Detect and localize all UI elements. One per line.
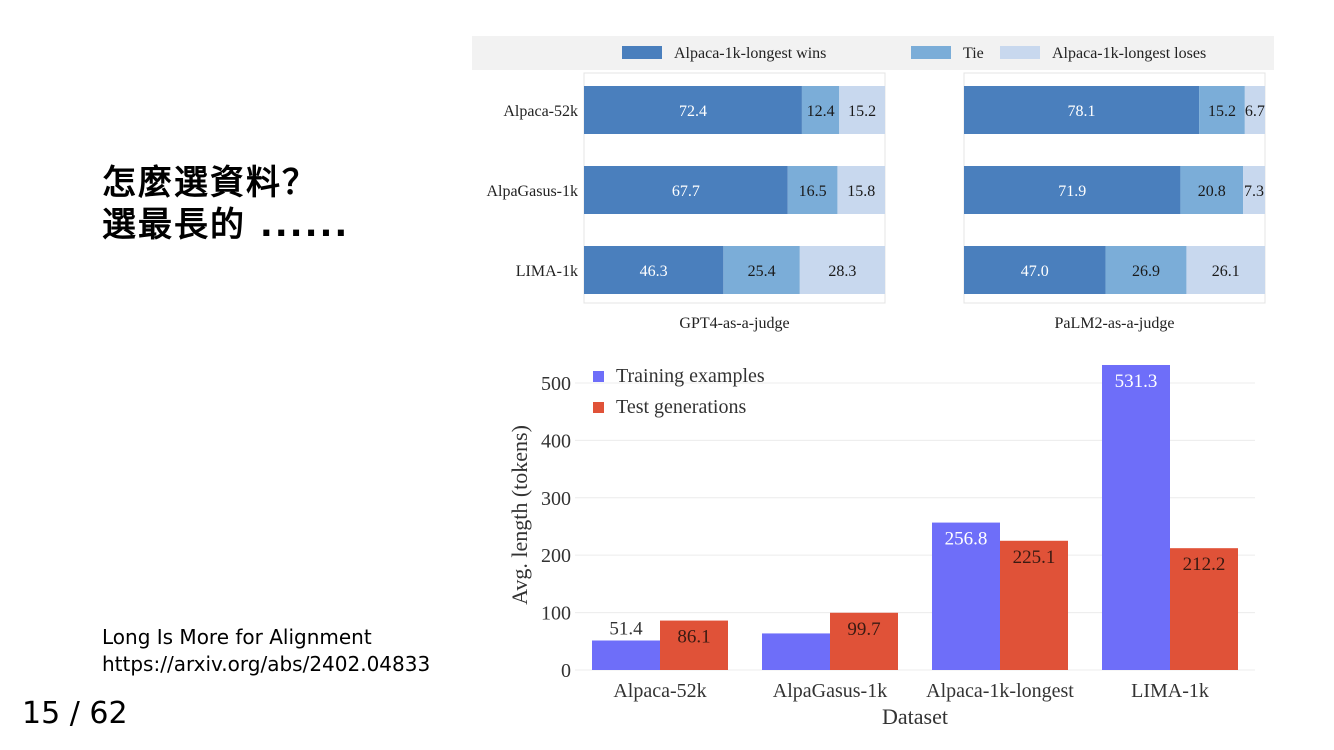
- bar-gpt4-as-a-judge-lima-1k-alpaca-1k-longest-loses: [799, 246, 885, 294]
- slide-title-line-1: 怎麼選資料？: [102, 163, 318, 203]
- legend-swatch-training-examples: [593, 371, 604, 382]
- bar-palm2-as-a-judge-alpaca-52k-alpaca-1k-longest-loses: [1244, 86, 1265, 134]
- y-tick-label-200: 200: [541, 545, 571, 567]
- bar-alpaca-1k-longest-test-generations: [1000, 540, 1068, 670]
- data-label-palm2-as-a-judge-alpagasus-1k-alpaca-1k-longest-wins: 71.9: [1058, 183, 1086, 200]
- bar-gpt4-as-a-judge-alpagasus-1k-alpaca-1k-longest-wins: [584, 166, 788, 214]
- data-label-gpt4-as-a-judge-alpaca-52k-tie: 12.4: [807, 103, 835, 120]
- paper-citation: Long Is More for Alignment https://arxiv…: [102, 624, 430, 678]
- y-tick-label-400: 400: [541, 430, 571, 452]
- data-label-lima-1k-training-examples: 531.3: [1115, 371, 1158, 392]
- slide-title-line-2: 選最長的 ......: [102, 205, 350, 245]
- data-label-alpaca-52k-training-examples: 51.4: [609, 618, 643, 639]
- data-label-palm2-as-a-judge-alpaca-52k-tie: 15.2: [1208, 103, 1236, 120]
- x-axis-label-palm2-as-a-judge: PaLM2-as-a-judge: [1055, 315, 1175, 332]
- data-label-alpagasus-1k-test-generations: 99.7: [847, 619, 880, 640]
- legend-label-alpaca-1k-longest-loses: Alpaca-1k-longest loses: [1052, 45, 1206, 62]
- data-label-gpt4-as-a-judge-alpaca-52k-alpaca-1k-longest-wins: 72.4: [679, 103, 707, 120]
- bar-gpt4-as-a-judge-alpaca-52k-alpaca-1k-longest-wins: [584, 86, 802, 134]
- x-axis-label-gpt4-as-a-judge: GPT4-as-a-judge: [679, 315, 789, 332]
- legend-swatch-alpaca-1k-longest-wins: [622, 46, 662, 59]
- slide-title: 怎麼選資料？ 選最長的 ......: [102, 162, 349, 246]
- y-tick-label-0: 0: [561, 660, 571, 682]
- bar-alpagasus-1k-test-generations: [830, 612, 898, 670]
- bar-alpaca-52k-test-generations: [660, 620, 728, 670]
- data-label-alpaca-52k-test-generations: 86.1: [677, 627, 710, 648]
- data-label-gpt4-as-a-judge-alpagasus-1k-tie: 16.5: [799, 183, 827, 200]
- x-tick-label-alpaca-1k-longest: Alpaca-1k-longest: [926, 680, 1074, 702]
- bar-lima-1k-training-examples: [1102, 364, 1170, 670]
- bar-palm2-as-a-judge-lima-1k-tie: [1105, 246, 1187, 294]
- data-label-palm2-as-a-judge-lima-1k-tie: 26.9: [1132, 263, 1160, 280]
- y-axis-title: Avg. length (tokens): [507, 425, 532, 605]
- legend-swatch-test-generations: [593, 402, 604, 413]
- legend-swatch-tie: [911, 46, 951, 59]
- legend-background: [472, 36, 1274, 70]
- bar-gpt4-as-a-judge-alpaca-52k-tie: [801, 86, 840, 134]
- y-tick-label-alpaca-52k: Alpaca-52k: [503, 103, 578, 120]
- data-label-palm2-as-a-judge-alpaca-52k-alpaca-1k-longest-loses: 6.7: [1245, 103, 1265, 120]
- bar-palm2-as-a-judge-alpaca-52k-alpaca-1k-longest-wins: [964, 86, 1200, 134]
- data-label-gpt4-as-a-judge-alpagasus-1k-alpaca-1k-longest-loses: 15.8: [847, 183, 875, 200]
- data-label-alpaca-1k-longest-test-generations: 225.1: [1013, 547, 1056, 568]
- bar-gpt4-as-a-judge-lima-1k-tie: [723, 246, 800, 294]
- bar-palm2-as-a-judge-lima-1k-alpaca-1k-longest-wins: [964, 246, 1106, 294]
- bar-palm2-as-a-judge-alpagasus-1k-alpaca-1k-longest-loses: [1243, 166, 1265, 214]
- data-label-palm2-as-a-judge-alpagasus-1k-alpaca-1k-longest-loses: 7.3: [1244, 183, 1264, 200]
- data-label-gpt4-as-a-judge-alpagasus-1k-alpaca-1k-longest-wins: 67.7: [672, 183, 700, 200]
- data-label-gpt4-as-a-judge-lima-1k-alpaca-1k-longest-wins: 46.3: [640, 263, 668, 280]
- x-tick-label-lima-1k: LIMA-1k: [1131, 680, 1209, 702]
- bar-gpt4-as-a-judge-alpagasus-1k-alpaca-1k-longest-loses: [837, 166, 885, 214]
- bar-palm2-as-a-judge-alpagasus-1k-alpaca-1k-longest-wins: [964, 166, 1181, 214]
- bar-gpt4-as-a-judge-alpaca-52k-alpaca-1k-longest-loses: [839, 86, 885, 134]
- y-tick-label-100: 100: [541, 603, 571, 625]
- y-tick-label-500: 500: [541, 373, 571, 395]
- bar-gpt4-as-a-judge-lima-1k-alpaca-1k-longest-wins: [584, 246, 724, 294]
- bar-alpaca-1k-longest-training-examples: [932, 522, 1000, 670]
- data-label-gpt4-as-a-judge-lima-1k-tie: 25.4: [748, 263, 776, 280]
- x-tick-label-alpaca-52k: Alpaca-52k: [613, 680, 706, 702]
- legend-label-alpaca-1k-longest-wins: Alpaca-1k-longest wins: [674, 45, 826, 62]
- y-tick-label-300: 300: [541, 488, 571, 510]
- x-tick-label-alpagasus-1k: AlpaGasus-1k: [773, 680, 887, 702]
- y-tick-label-lima-1k: LIMA-1k: [516, 263, 578, 280]
- legend-label-test-generations: Test generations: [616, 396, 746, 418]
- data-label-lima-1k-test-generations: 212.2: [1183, 554, 1226, 575]
- legend-label-tie: Tie: [963, 45, 984, 62]
- data-label-palm2-as-a-judge-alpaca-52k-alpaca-1k-longest-wins: 78.1: [1068, 103, 1096, 120]
- data-label-gpt4-as-a-judge-alpaca-52k-alpaca-1k-longest-loses: 15.2: [848, 103, 876, 120]
- data-label-alpagasus-1k-training-examples: 63.7: [779, 611, 812, 632]
- x-axis-title: Dataset: [882, 704, 948, 729]
- paper-title: Long Is More for Alignment: [102, 625, 372, 649]
- data-label-palm2-as-a-judge-alpagasus-1k-tie: 20.8: [1198, 183, 1226, 200]
- legend-swatch-alpaca-1k-longest-loses: [1000, 46, 1040, 59]
- paper-url[interactable]: https://arxiv.org/abs/2402.04833: [102, 652, 431, 676]
- data-label-alpaca-1k-longest-training-examples: 256.8: [945, 529, 988, 550]
- bar-palm2-as-a-judge-alpagasus-1k-tie: [1180, 166, 1244, 214]
- bar-gpt4-as-a-judge-alpagasus-1k-tie: [787, 166, 838, 214]
- legend-label-training-examples: Training examples: [616, 365, 765, 387]
- bar-alpagasus-1k-training-examples: [762, 633, 830, 670]
- bar-lima-1k-test-generations: [1170, 548, 1238, 670]
- bar-alpaca-52k-training-examples: [592, 640, 660, 670]
- page-number: 15 / 62: [22, 696, 128, 731]
- y-tick-label-alpagasus-1k: AlpaGasus-1k: [486, 183, 578, 200]
- bar-palm2-as-a-judge-lima-1k-alpaca-1k-longest-loses: [1186, 246, 1265, 294]
- data-label-palm2-as-a-judge-lima-1k-alpaca-1k-longest-wins: 47.0: [1021, 263, 1049, 280]
- bar-palm2-as-a-judge-alpaca-52k-tie: [1199, 86, 1245, 134]
- data-label-palm2-as-a-judge-lima-1k-alpaca-1k-longest-loses: 26.1: [1212, 263, 1240, 280]
- data-label-gpt4-as-a-judge-lima-1k-alpaca-1k-longest-loses: 28.3: [828, 263, 856, 280]
